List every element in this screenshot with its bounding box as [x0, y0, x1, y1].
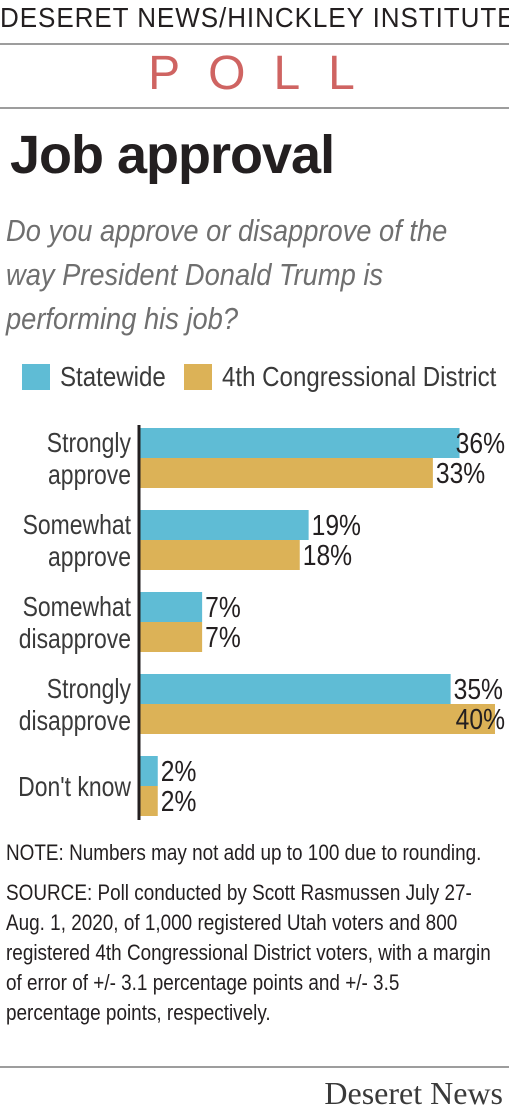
category-label: approve — [48, 460, 131, 491]
bar-statewide — [140, 510, 309, 540]
bar-statewide — [140, 592, 203, 622]
footer-rule — [0, 1066, 509, 1068]
header-kicker: DESERET NEWS/HINCKLEY INSTITUTE — [0, 2, 509, 33]
data-label-statewide: 7% — [205, 591, 241, 623]
data-label-statewide: 36% — [456, 427, 505, 459]
bar-district — [140, 622, 203, 652]
data-label-district: 7% — [205, 621, 241, 653]
chart-question: Do you approve or disapprove of the way … — [6, 213, 448, 336]
data-label-district: 40% — [456, 703, 505, 735]
legend-label-district: 4th Congressional District — [222, 361, 497, 392]
bar-district — [140, 458, 433, 488]
bar-chart: Stronglyapprove36%33%Somewhatapprove19%1… — [18, 425, 505, 820]
bar-statewide — [140, 674, 451, 704]
category-label: disapprove — [19, 706, 131, 737]
legend-swatch-statewide — [22, 364, 50, 390]
category-label: Strongly — [47, 428, 131, 459]
top-rule — [0, 43, 509, 45]
data-label-district: 33% — [436, 457, 485, 489]
category-label: disapprove — [19, 624, 131, 655]
chart-title: Job approval — [10, 125, 335, 185]
legend-label-statewide: Statewide — [60, 361, 166, 392]
legend-item-district: 4th Congressional District — [184, 360, 509, 394]
category-label: Strongly — [47, 674, 131, 705]
header-rule — [0, 107, 509, 109]
bar-statewide — [140, 756, 158, 786]
bar-district — [140, 786, 158, 816]
category-label: Somewhat — [23, 592, 131, 623]
bar-district — [140, 704, 495, 734]
deseret-news-logo: Deseret News — [324, 1075, 503, 1111]
category-label: Don't know — [18, 772, 131, 803]
data-label-district: 18% — [303, 539, 352, 571]
data-label-district: 2% — [161, 785, 197, 817]
legend-swatch-district — [184, 364, 212, 390]
note-text: NOTE: Numbers may not add up to 100 due … — [6, 840, 482, 865]
legend-item-statewide: Statewide — [22, 360, 183, 394]
data-label-statewide: 35% — [454, 673, 503, 705]
category-label: Somewhat — [23, 510, 131, 541]
data-label-statewide: 19% — [312, 509, 361, 541]
poll-header: POLL — [148, 47, 383, 100]
bar-district — [140, 540, 300, 570]
data-label-statewide: 2% — [161, 755, 197, 787]
category-label: approve — [48, 542, 131, 573]
bar-statewide — [140, 428, 460, 458]
source-text: SOURCE: Poll conducted by Scott Rasmusse… — [6, 880, 491, 1025]
